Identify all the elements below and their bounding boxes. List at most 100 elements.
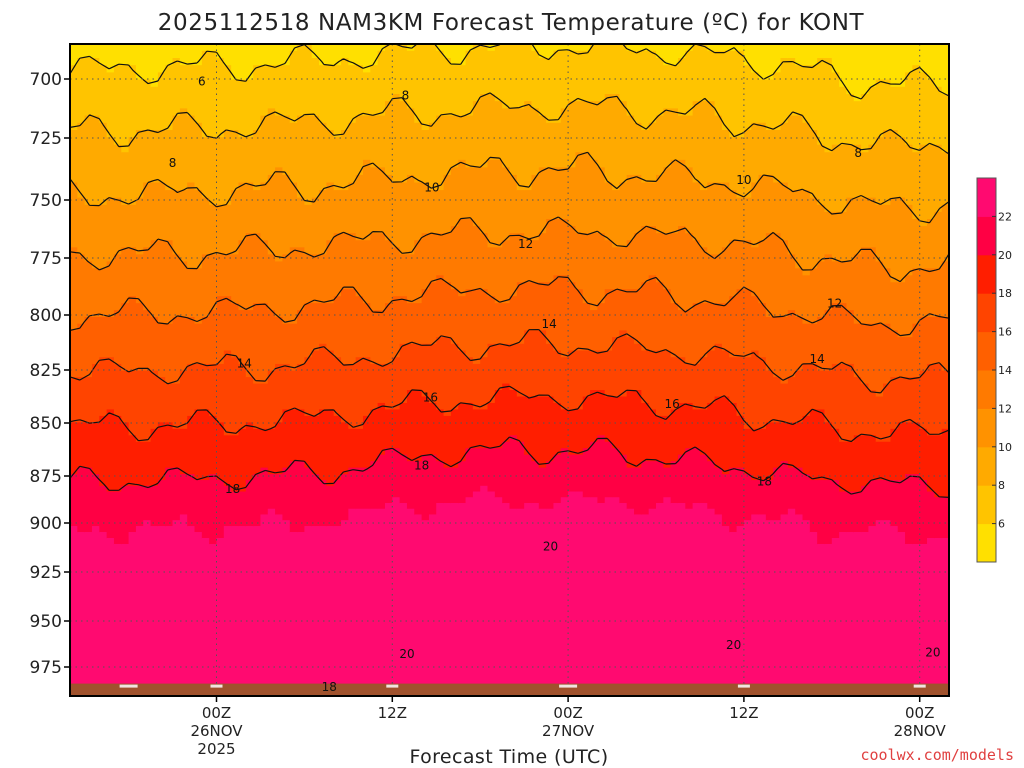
temperature-cell	[99, 44, 108, 66]
temperature-cell	[546, 396, 555, 462]
temperature-cell	[311, 254, 320, 304]
temperature-cell	[275, 363, 284, 423]
temperature-cell	[516, 396, 525, 443]
temperature-cell	[121, 370, 130, 423]
temperature-cell	[582, 44, 591, 52]
temperature-cell	[699, 247, 708, 304]
temperature-cell	[70, 330, 78, 378]
temperature-cell	[663, 467, 672, 498]
temperature-cell	[223, 350, 232, 436]
temperature-cell	[414, 44, 423, 124]
temperature-cell	[634, 122, 642, 176]
contour-label: 12	[827, 297, 842, 311]
y-tick-label: 775	[30, 249, 62, 269]
surface-marker	[119, 684, 138, 688]
temperature-cell	[326, 303, 335, 352]
temperature-cell	[260, 115, 269, 184]
temperature-cell	[612, 93, 620, 191]
x-tick-label: 00Z	[905, 704, 934, 722]
temperature-cell	[875, 520, 884, 696]
temperature-cell	[546, 282, 555, 345]
temperature-cell	[341, 129, 349, 191]
temperature-cell	[209, 543, 218, 696]
temperature-cell	[150, 44, 159, 88]
temperature-cell	[341, 474, 349, 521]
contour-label: 18	[414, 458, 429, 472]
temperature-cell	[450, 343, 459, 411]
temperature-cell	[472, 289, 481, 365]
temperature-cell	[502, 44, 511, 109]
temperature-cell	[824, 310, 833, 372]
temperature-cell	[406, 50, 415, 109]
temperature-cell	[502, 502, 511, 696]
temperature-cell	[121, 422, 130, 487]
temperature-cell	[472, 409, 481, 449]
temperature-cell	[253, 474, 262, 527]
temperature-cell	[575, 491, 584, 696]
temperature-cell	[165, 526, 174, 696]
temperature-cell	[604, 497, 613, 696]
temperature-cell	[831, 211, 840, 263]
temperature-cell	[582, 350, 591, 398]
temperature-cell	[260, 44, 269, 66]
temperature-cell	[604, 289, 613, 352]
temperature-cell	[143, 79, 152, 131]
temperature-cell	[399, 402, 408, 456]
temperature-cell	[238, 44, 247, 81]
temperature-cell	[861, 247, 870, 325]
temperature-cell	[494, 448, 503, 498]
surface-marker	[737, 684, 750, 688]
temperature-cell	[751, 182, 760, 248]
temperature-cell	[897, 422, 906, 481]
temperature-cell	[304, 204, 313, 255]
temperature-cell	[135, 485, 144, 527]
temperature-cell	[890, 197, 899, 283]
temperature-cell	[326, 129, 335, 184]
temperature-cell	[590, 101, 598, 161]
temperature-cell	[809, 363, 818, 411]
temperature-cell	[707, 101, 716, 184]
temperature-cell	[634, 44, 642, 52]
temperature-cell	[905, 144, 913, 206]
temperature-cell	[839, 261, 848, 304]
temperature-cell	[927, 316, 935, 365]
temperature-cell	[414, 390, 423, 462]
temperature-cell	[311, 197, 320, 255]
temperature-cell	[919, 44, 928, 73]
temperature-cell	[736, 44, 745, 52]
temperature-cell	[597, 502, 606, 696]
temperature-cell	[436, 50, 445, 117]
temperature-cell	[824, 370, 833, 423]
temperature-cell	[685, 310, 694, 365]
temperature-cell	[480, 357, 489, 411]
temperature-cell	[590, 233, 598, 311]
temperature-cell	[524, 396, 533, 456]
temperature-cell	[604, 396, 613, 443]
temperature-cell	[773, 377, 782, 423]
temperature-cell	[472, 363, 481, 411]
temperature-cell	[897, 532, 906, 696]
temperature-cell	[179, 65, 188, 109]
temperature-cell	[355, 467, 364, 510]
temperature-cell	[70, 44, 78, 66]
temperature-cell	[245, 310, 254, 378]
y-tick-label: 875	[30, 467, 62, 487]
temperature-cell	[516, 343, 525, 398]
temperature-cell	[538, 330, 547, 398]
temperature-cell	[787, 377, 796, 423]
temperature-cell	[795, 115, 804, 191]
temperature-cell	[663, 233, 672, 290]
temperature-cell	[465, 448, 474, 498]
temperature-cell	[238, 240, 247, 311]
temperature-cell	[839, 303, 848, 365]
temperature-cell	[861, 435, 870, 487]
temperature-cell	[677, 357, 686, 404]
temperature-cell	[846, 197, 855, 263]
temperature-cell	[333, 480, 342, 527]
temperature-cell	[370, 310, 379, 365]
colorbar-label: 6	[998, 518, 1005, 531]
temperature-cell	[656, 174, 664, 234]
temperature-cell	[245, 480, 254, 527]
temperature-cell	[546, 44, 555, 59]
temperature-cell	[414, 461, 423, 516]
